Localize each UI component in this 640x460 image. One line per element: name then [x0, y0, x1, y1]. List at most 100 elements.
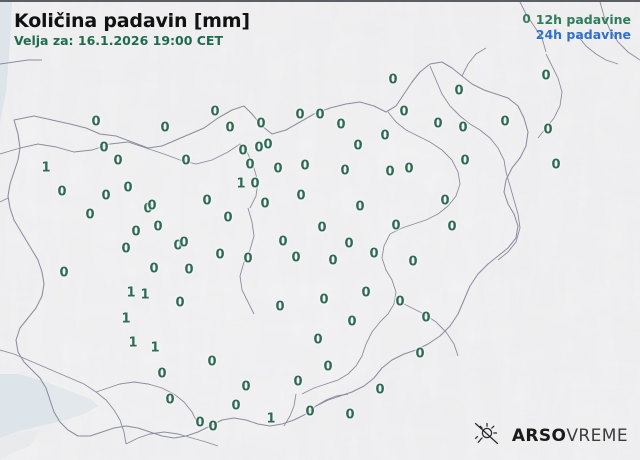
station-value: 0 [260, 196, 270, 212]
station-value: 1 [150, 340, 160, 356]
logo-arso: ARSO [511, 426, 567, 446]
station-value: 0 [399, 104, 409, 120]
station-value: 0 [355, 199, 365, 215]
station-value: 0 [293, 374, 303, 390]
station-value: 0 [336, 117, 346, 133]
station-value: 0 [241, 379, 251, 395]
legend: 0 12h padavine 24h padavine [522, 12, 631, 42]
station-value: 1 [266, 411, 276, 427]
logo-vreme: VREME [566, 426, 628, 446]
station-value: 0 [460, 153, 470, 169]
station-value: 0 [395, 294, 405, 310]
station-value: 0 [551, 157, 561, 173]
station-value: 0 [147, 198, 157, 214]
station-value: 0 [173, 238, 183, 254]
station-value: 0 [313, 332, 323, 348]
arso-vreme-logo: ARSOVREME [474, 422, 628, 450]
station-value: 0 [454, 83, 464, 99]
station-value: 0 [202, 193, 212, 209]
station-value: 0 [175, 295, 185, 311]
station-value: 0 [500, 114, 510, 130]
station-value: 0 [323, 359, 333, 375]
station-value: 0 [344, 236, 354, 252]
station-value: 0 [315, 107, 325, 123]
station-value: 0 [385, 164, 395, 180]
adriatic-sea [0, 374, 98, 438]
slovenia-outline [7, 61, 529, 439]
station-value: 0 [278, 234, 288, 250]
station-value: 0 [208, 419, 218, 435]
header: Količina padavin [mm] Velja za: 16.1.202… [14, 10, 250, 49]
station-value: 0 [319, 292, 329, 308]
station-value: 0 [149, 261, 159, 277]
station-value: 0 [295, 107, 305, 123]
station-value: 0 [225, 120, 235, 136]
station-value: 0 [317, 220, 327, 236]
station-value: 0 [447, 219, 457, 235]
logo-text: ARSOVREME [512, 426, 628, 446]
station-value: 0 [57, 184, 67, 200]
legend-label-24h: 24h padavine [535, 27, 631, 42]
station-value: 0 [415, 346, 425, 362]
station-value: 0 [391, 218, 401, 234]
station-value: 0 [300, 158, 310, 174]
station-value: 0 [296, 188, 306, 204]
station-value: 1 [41, 160, 51, 176]
station-value: 1 [126, 285, 136, 301]
station-value: 0 [347, 314, 357, 330]
sun-crossed-icon [474, 422, 500, 450]
station-value: 0 [184, 262, 194, 278]
station-value: 0 [160, 120, 170, 136]
station-value: 0 [143, 201, 153, 217]
station-value: 0 [440, 193, 450, 209]
sea-corner [0, 2, 12, 122]
legend-item-24h: 24h padavine [522, 27, 631, 42]
station-value: 0 [91, 114, 101, 130]
station-value: 0 [291, 250, 301, 266]
station-value: 0 [388, 72, 398, 88]
station-value: 1 [236, 176, 246, 192]
legend-label-12h: 12h padavine [535, 12, 631, 27]
station-value: 0 [408, 254, 418, 270]
station-value: 0 [250, 176, 260, 192]
station-value: 0 [157, 366, 167, 382]
station-value: 0 [215, 247, 225, 263]
station-value: 0 [121, 241, 131, 257]
station-value: 1 [121, 311, 131, 327]
station-value: 0 [231, 398, 241, 414]
legend-swatch-12h: 0 [522, 12, 531, 26]
station-value: 0 [273, 161, 283, 177]
station-value: 0 [543, 122, 553, 138]
station-value: 0 [165, 392, 175, 408]
station-value: 0 [113, 153, 123, 169]
station-value: 0 [421, 310, 431, 326]
station-value: 0 [345, 407, 355, 423]
station-value: 0 [131, 224, 141, 240]
station-value: 0 [245, 157, 255, 173]
regional-boundaries [0, 2, 640, 447]
station-value: 0 [404, 161, 414, 177]
station-value: 0 [179, 235, 189, 251]
station-value: 0 [275, 299, 285, 315]
station-value: 0 [153, 219, 163, 235]
station-value: 0 [263, 137, 273, 153]
station-value: 0 [210, 104, 220, 120]
station-value: 0 [243, 251, 253, 267]
station-value: 0 [123, 180, 133, 196]
station-value: 0 [101, 188, 111, 204]
station-value: 0 [238, 143, 248, 159]
station-value: 0 [99, 140, 109, 156]
station-value: 1 [128, 335, 138, 351]
station-value: 0 [223, 210, 233, 226]
station-value: 0 [380, 128, 390, 144]
station-value: 0 [369, 246, 379, 262]
sea-inlet [0, 430, 40, 460]
station-value: 0 [85, 207, 95, 223]
page-title: Količina padavin [mm] [14, 10, 250, 32]
station-value: 0 [328, 253, 338, 269]
legend-item-12h: 0 12h padavine [522, 12, 631, 27]
station-value: 0 [433, 116, 443, 132]
